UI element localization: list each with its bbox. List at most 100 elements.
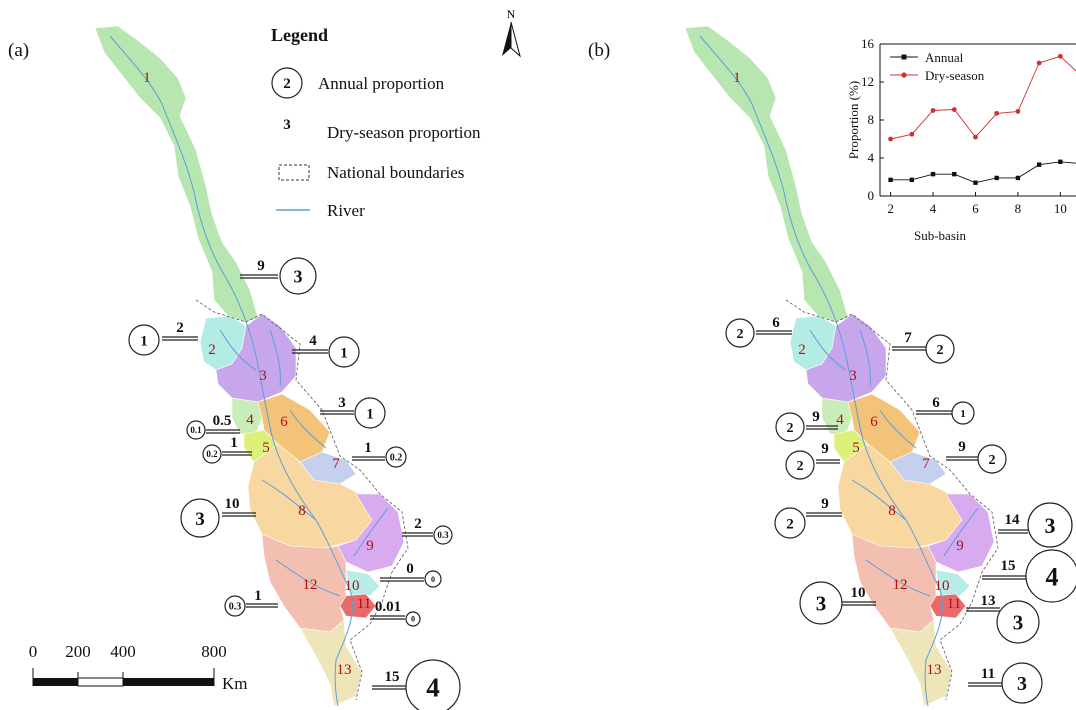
scale-unit: Km xyxy=(222,674,248,693)
annual-proportion-circle xyxy=(328,336,360,368)
subbasin-label-6: 6 xyxy=(280,414,288,430)
subbasin-label-5: 5 xyxy=(262,440,270,456)
subbasin-label-2: 2 xyxy=(798,342,806,358)
annual-proportion-value: 2 xyxy=(989,453,996,468)
data-point xyxy=(909,131,915,137)
annual-proportion-circle xyxy=(725,318,755,348)
subbasin-label-7: 7 xyxy=(922,456,930,472)
data-point xyxy=(909,177,915,183)
legend: Legend 2 Annual proportion 3 Dry-season … xyxy=(271,25,481,220)
y-tick-label: 16 xyxy=(861,36,875,51)
annual-proportion-value: 3 xyxy=(294,266,303,286)
annual-proportion-circle xyxy=(385,446,407,468)
annual-marker-icon xyxy=(901,54,907,60)
subbasin-label-1: 1 xyxy=(733,70,741,86)
a-callout-6: 13 xyxy=(320,395,386,429)
inset-chart: 0 4 8 12 16 2 4 6 8 10 12 Proportion (%) Sub-basi… xyxy=(846,36,1076,243)
chart-legend: Annual Dry-season xyxy=(890,50,985,83)
data-point xyxy=(973,134,978,140)
data-point xyxy=(1036,60,1042,66)
b-callout-2: 26 xyxy=(725,315,792,348)
b-callout-12: 3 10 xyxy=(799,581,876,625)
y-tick-label: 0 xyxy=(868,188,875,203)
dry-proportion-value: 14 xyxy=(1005,512,1021,528)
dry-proportion-value: 9 xyxy=(821,441,829,457)
a-callout-4: 0.1 0.5 xyxy=(186,413,240,440)
annual-proportion-value: 4 xyxy=(1046,562,1059,591)
scale-tick-800: 800 xyxy=(201,642,227,661)
x-tick-label: 10 xyxy=(1054,201,1067,216)
annual-proportion-value: 2 xyxy=(787,421,794,436)
dry-proportion-value: 1 xyxy=(254,588,262,604)
dry-proportion-value: 9 xyxy=(812,409,820,425)
y-tick-label: 12 xyxy=(861,74,874,89)
x-tick-label: 8 xyxy=(1015,201,1022,216)
b-callout-5: 29 xyxy=(785,441,840,480)
annual-proportion-circle xyxy=(785,450,815,480)
subbasin-label-10: 10 xyxy=(345,578,360,594)
scale-bar: 0 200 400 800 Km xyxy=(29,642,248,693)
panel-a-label: (a) xyxy=(8,40,29,61)
dry-proportion-value: 2 xyxy=(176,320,184,336)
a-callout-2: 12 xyxy=(128,320,198,356)
dry-proportion-value: 0 xyxy=(406,561,414,577)
dry-proportion-value: 10 xyxy=(225,496,240,512)
series-line-1 xyxy=(890,55,1076,140)
legend-item-boundaries: National boundaries xyxy=(278,163,464,182)
dry-proportion-value: 10 xyxy=(851,585,866,601)
annual-proportion-value: 0.2 xyxy=(206,449,218,459)
subbasin-label-10: 10 xyxy=(935,578,950,594)
annual-proportion-value: 0.2 xyxy=(390,453,403,464)
x-axis-title: Sub-basin xyxy=(914,228,967,243)
subbasin-1-area xyxy=(94,25,259,323)
annual-proportion-value: 1 xyxy=(340,345,348,361)
b-callout-10: 4 15 xyxy=(982,549,1076,603)
data-point xyxy=(888,177,893,183)
a-callout-5: 0.21 xyxy=(202,435,252,464)
b-callout-7: 29 xyxy=(946,439,1007,474)
scale-tick-0: 0 xyxy=(29,642,38,661)
dry-proportion-value: 2 xyxy=(414,516,422,532)
subbasin-label-9: 9 xyxy=(956,538,964,554)
data-point xyxy=(952,171,957,177)
annual-proportion-circle xyxy=(799,581,843,625)
annual-proportion-circle xyxy=(405,659,461,710)
annual-proportion-value: 2 xyxy=(786,516,794,532)
dry-proportion-value: 15 xyxy=(1001,558,1016,574)
basin-map-a xyxy=(94,25,405,707)
subbasin-label-6: 6 xyxy=(870,414,878,430)
data-point xyxy=(930,171,936,177)
dry-proportion-value: 6 xyxy=(932,395,940,411)
b-callout-9: 3 14 xyxy=(998,502,1073,548)
x-tick-label: 2 xyxy=(887,201,894,216)
dry-marker-icon xyxy=(901,72,907,78)
subbasin-label-12: 12 xyxy=(303,577,318,593)
data-point xyxy=(930,108,936,113)
annual-proportion-circle xyxy=(186,420,206,440)
subbasin-12-area xyxy=(261,533,347,633)
series-lines xyxy=(888,53,1076,185)
annual-proportion-circle xyxy=(925,334,955,364)
dry-proportion-value: 7 xyxy=(904,330,912,346)
a-callout-11: 00.01 xyxy=(370,599,421,627)
data-point xyxy=(994,175,999,181)
subbasin-10-area xyxy=(935,569,971,597)
b-callout-3: 27 xyxy=(892,330,955,364)
north-label: N xyxy=(507,7,516,21)
subbasin-label-11: 11 xyxy=(947,596,961,612)
annual-proportion-value: 2 xyxy=(797,459,804,474)
b-callout-8: 29 xyxy=(774,496,842,539)
data-point xyxy=(1058,159,1063,164)
legend-item-dry: 3 Dry-season proportion xyxy=(283,117,481,142)
annual-proportion-value: 0.3 xyxy=(229,602,242,613)
annual-proportion-value: 4 xyxy=(426,673,440,703)
legend-item-river: River xyxy=(276,201,365,220)
subbasin-9-area xyxy=(337,493,405,573)
legend-dry-symbol: 3 xyxy=(283,117,291,133)
legend-boundaries-label: National boundaries xyxy=(327,163,464,182)
dry-proportion-value: 3 xyxy=(338,395,346,411)
annual-proportion-circle xyxy=(405,611,421,627)
subbasin-label-11: 11 xyxy=(357,596,371,612)
annual-proportion-value: 0.1 xyxy=(190,425,202,435)
